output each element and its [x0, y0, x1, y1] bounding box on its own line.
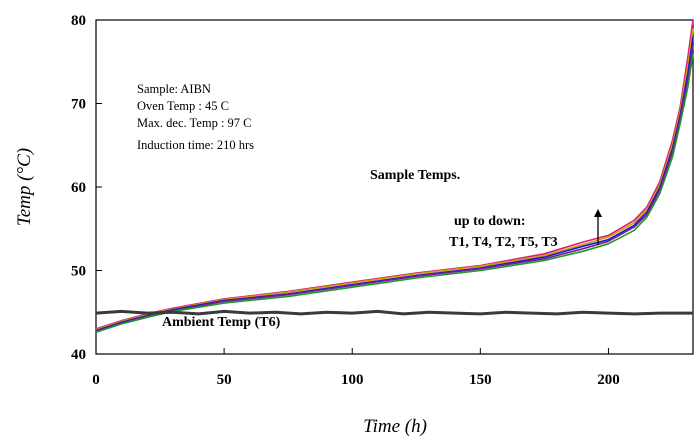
- plot-frame: [95, 19, 694, 355]
- x-axis-title: Time (h): [363, 416, 427, 437]
- info-line-oven-temp: Oven Temp : 45 C: [137, 99, 229, 113]
- info-line-max-dec-temp: Max. dec. Temp : 97 C: [137, 116, 252, 130]
- y-axis-ticks: 40 50 60 70 80: [71, 13, 102, 363]
- info-line-sample: Sample: AIBN: [137, 82, 211, 96]
- y-axis-title: Temp (°C): [14, 148, 35, 226]
- x-tick-label: 200: [597, 372, 620, 388]
- x-tick-label: 150: [469, 372, 492, 388]
- order-series-label: T1, T4, T2, T5, T3: [449, 235, 558, 250]
- x-axis-ticks: 0 50 100 150 200: [92, 348, 620, 388]
- ambient-temp-label: Ambient Temp (T6): [162, 315, 281, 330]
- y-tick-label: 50: [71, 264, 86, 280]
- info-line-induction-time: Induction time: 210 hrs: [137, 138, 254, 152]
- info-box: Sample: AIBN Oven Temp : 45 C Max. dec. …: [137, 82, 254, 152]
- y-tick-label: 70: [71, 97, 86, 113]
- y-tick-label: 40: [71, 347, 86, 363]
- x-tick-label: 100: [341, 372, 364, 388]
- y-tick-label: 60: [71, 180, 86, 196]
- series-layer: [95, 19, 694, 334]
- sample-temps-label: Sample Temps.: [370, 168, 460, 183]
- x-tick-label: 0: [92, 372, 100, 388]
- y-tick-label: 80: [71, 13, 86, 29]
- x-tick-label: 50: [217, 372, 232, 388]
- order-arrow: [594, 209, 602, 245]
- order-label: up to down:: [454, 214, 526, 229]
- series-line-sample-3: [95, 36, 694, 332]
- series-line-ambient: [95, 309, 693, 316]
